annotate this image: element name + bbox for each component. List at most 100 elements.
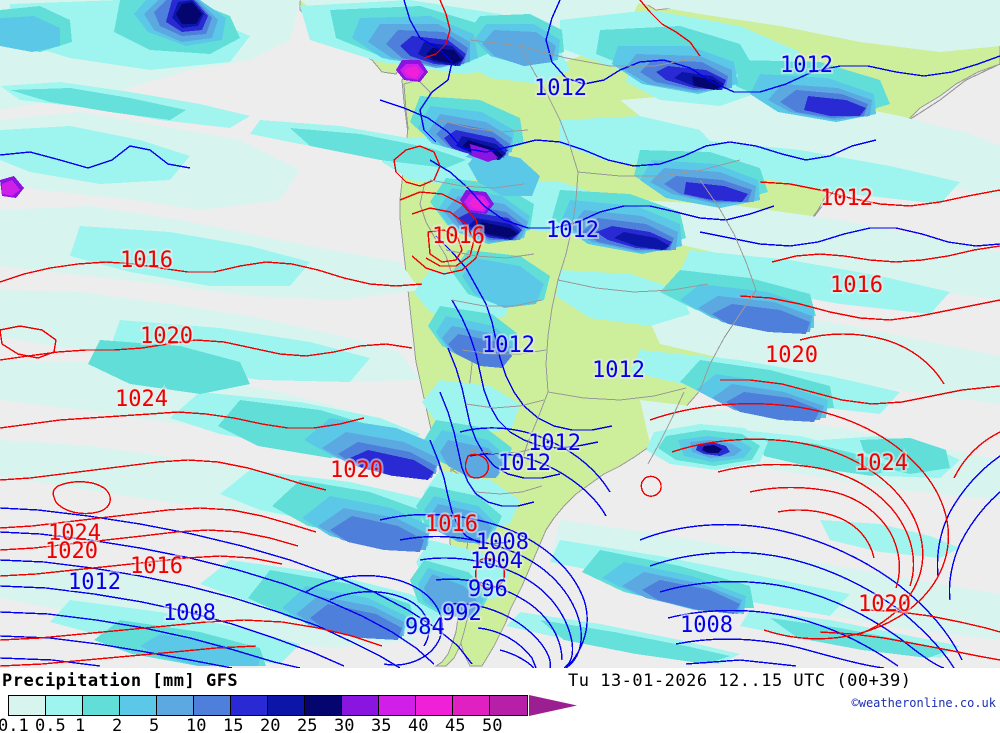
- svg-text:1016: 1016: [130, 554, 183, 579]
- svg-text:1012: 1012: [528, 431, 581, 456]
- svg-text:1012: 1012: [780, 53, 833, 78]
- svg-text:1024: 1024: [48, 521, 101, 546]
- svg-text:1020: 1020: [45, 539, 98, 564]
- svg-text:1008: 1008: [476, 530, 529, 555]
- svg-text:1012: 1012: [498, 451, 551, 476]
- svg-text:1016: 1016: [120, 248, 173, 273]
- svg-text:1004: 1004: [470, 549, 523, 574]
- colorbar-tick: 20: [260, 716, 281, 733]
- svg-text:996: 996: [468, 577, 508, 602]
- colorbar-tick: 0.1: [0, 716, 29, 733]
- colorbar-swatch: [194, 696, 231, 715]
- colorbar-tick: 40: [408, 716, 429, 733]
- svg-text:1012: 1012: [482, 333, 535, 358]
- colorbar-swatch: [342, 696, 379, 715]
- svg-text:992: 992: [442, 601, 482, 626]
- svg-text:1020: 1020: [765, 343, 818, 368]
- colorbar-swatch: [268, 696, 305, 715]
- colorbar-tick: 2: [112, 716, 123, 733]
- svg-text:1016: 1016: [130, 554, 183, 579]
- svg-text:1016: 1016: [425, 512, 478, 537]
- colorbar-swatch: [157, 696, 194, 715]
- svg-text:1012: 1012: [498, 451, 551, 476]
- svg-text:1016: 1016: [830, 273, 883, 298]
- svg-text:1016: 1016: [432, 224, 485, 249]
- svg-text:1004: 1004: [470, 549, 523, 574]
- colorbar-tick: 0.5: [35, 716, 66, 733]
- svg-text:1024: 1024: [115, 387, 168, 412]
- precipitation-colorbar[interactable]: [8, 695, 528, 716]
- precipitation-map[interactable]: 1012 1012 1012 1012 1012 1012 1016 1016 1012 1012…: [0, 0, 1000, 668]
- svg-text:1012: 1012: [592, 358, 645, 383]
- svg-text:1012: 1012: [68, 570, 121, 595]
- colorbar-swatch: [453, 696, 490, 715]
- colorbar-tick: 35: [371, 716, 392, 733]
- colorbar-tick: 25: [297, 716, 318, 733]
- svg-text:1020: 1020: [140, 324, 193, 349]
- svg-text:1012: 1012: [546, 218, 599, 243]
- colorbar-swatch: [379, 696, 416, 715]
- svg-text:984: 984: [405, 615, 445, 640]
- svg-text:1008: 1008: [163, 601, 216, 626]
- svg-text:992: 992: [442, 601, 482, 626]
- colorbar-swatch: [46, 696, 83, 715]
- svg-text:1012: 1012: [534, 76, 587, 101]
- colorbar-swatch: [490, 696, 527, 715]
- svg-text:1012: 1012: [482, 333, 535, 358]
- legend-footer: Precipitation [mm] GFS Tu 13-01-2026 12.…: [0, 668, 1000, 733]
- svg-text:984: 984: [405, 615, 445, 640]
- svg-text:1016: 1016: [432, 224, 485, 249]
- colorbar-tick: 10: [186, 716, 207, 733]
- svg-text:1020: 1020: [330, 458, 383, 483]
- colorbar-swatch: [83, 696, 120, 715]
- country-borders: [429, 39, 757, 495]
- svg-text:1012: 1012: [780, 53, 833, 78]
- colorbar-tick: 30: [334, 716, 355, 733]
- colorbar-tick-labels: 0.1 0.5 1 2 5 10 15 20 25 30 35 40 45 50: [0, 716, 600, 733]
- isobars-high: [0, 0, 1000, 667]
- colorbar-overflow-arrow: [529, 695, 577, 716]
- svg-text:1016: 1016: [120, 248, 173, 273]
- svg-text:1016: 1016: [425, 512, 478, 537]
- svg-text:1020: 1020: [330, 458, 383, 483]
- colorbar-tick: 1: [75, 716, 86, 733]
- colorbar-tick: 15: [223, 716, 244, 733]
- svg-text:1012: 1012: [592, 358, 645, 383]
- svg-text:1020: 1020: [858, 592, 911, 617]
- svg-text:1012: 1012: [534, 76, 587, 101]
- svg-text:1020: 1020: [140, 324, 193, 349]
- isobars-low: [0, 0, 1000, 668]
- pressure-label-layer: 1012101210121012101210121016101610121012…: [43, 51, 913, 642]
- svg-text:1020: 1020: [45, 539, 98, 564]
- svg-text:1008: 1008: [680, 613, 733, 638]
- colorbar-swatch: [231, 696, 268, 715]
- svg-text:1024: 1024: [48, 521, 101, 546]
- svg-text:1016: 1016: [830, 273, 883, 298]
- svg-text:1012: 1012: [820, 186, 873, 211]
- svg-text:1020: 1020: [765, 343, 818, 368]
